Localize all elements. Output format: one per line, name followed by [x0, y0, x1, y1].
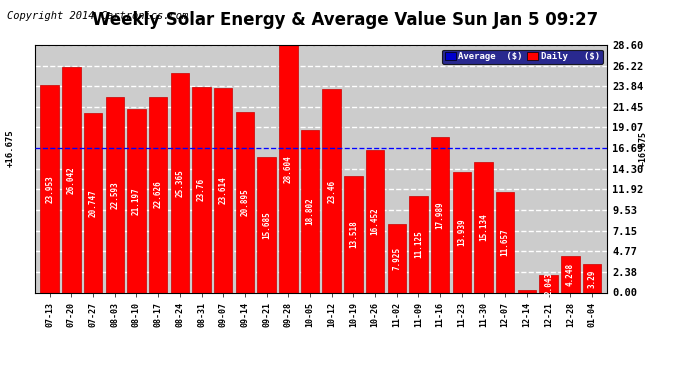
Bar — [453, 172, 471, 292]
Bar — [540, 275, 558, 292]
Text: 25.365: 25.365 — [175, 169, 184, 196]
Text: 23.46: 23.46 — [327, 179, 336, 203]
Text: 3.29: 3.29 — [587, 269, 597, 288]
Bar — [583, 264, 601, 292]
Bar — [84, 113, 102, 292]
Text: 2.043: 2.043 — [544, 272, 553, 295]
Text: 17.989: 17.989 — [435, 201, 444, 228]
Bar — [409, 196, 428, 292]
Text: 13.518: 13.518 — [349, 220, 358, 248]
Bar — [214, 88, 233, 292]
Bar — [106, 97, 124, 292]
Text: 21.197: 21.197 — [132, 187, 141, 214]
Bar — [236, 112, 254, 292]
Text: Weekly Solar Energy & Average Value Sun Jan 5 09:27: Weekly Solar Energy & Average Value Sun … — [92, 11, 598, 29]
Text: 13.939: 13.939 — [457, 218, 466, 246]
Bar — [366, 150, 384, 292]
Bar — [127, 109, 146, 292]
Text: Copyright 2014 Cartronics.com: Copyright 2014 Cartronics.com — [7, 11, 188, 21]
Text: 18.802: 18.802 — [306, 197, 315, 225]
Legend: Average  ($), Daily   ($): Average ($), Daily ($) — [442, 50, 602, 64]
Text: 15.685: 15.685 — [262, 211, 271, 238]
Bar — [344, 176, 363, 292]
Text: 26.042: 26.042 — [67, 166, 76, 194]
Text: 16.452: 16.452 — [371, 207, 380, 235]
Text: 4.248: 4.248 — [566, 262, 575, 286]
Text: 22.593: 22.593 — [110, 181, 119, 209]
Text: +16.675: +16.675 — [6, 129, 15, 167]
Bar — [279, 45, 297, 292]
Text: ←16.675: ←16.675 — [639, 131, 648, 166]
Text: 22.626: 22.626 — [154, 181, 163, 209]
Text: 23.953: 23.953 — [45, 175, 55, 203]
Text: 11.125: 11.125 — [414, 231, 423, 258]
Text: 23.614: 23.614 — [219, 177, 228, 204]
Bar — [170, 73, 189, 292]
Bar — [496, 192, 515, 292]
Bar — [41, 85, 59, 292]
Bar — [388, 224, 406, 292]
Bar — [518, 291, 536, 292]
Text: 11.657: 11.657 — [501, 228, 510, 256]
Bar — [257, 157, 276, 292]
Bar — [322, 90, 341, 292]
Text: 20.747: 20.747 — [88, 189, 97, 217]
Text: 28.604: 28.604 — [284, 155, 293, 183]
Bar — [62, 67, 81, 292]
Bar — [149, 97, 168, 292]
Bar — [193, 87, 210, 292]
Text: 15.134: 15.134 — [479, 213, 488, 241]
Bar — [431, 137, 449, 292]
Text: 7.925: 7.925 — [393, 247, 402, 270]
Bar — [474, 162, 493, 292]
Bar — [561, 256, 580, 292]
Text: 23.76: 23.76 — [197, 178, 206, 201]
Text: 20.895: 20.895 — [240, 188, 249, 216]
Bar — [301, 130, 319, 292]
